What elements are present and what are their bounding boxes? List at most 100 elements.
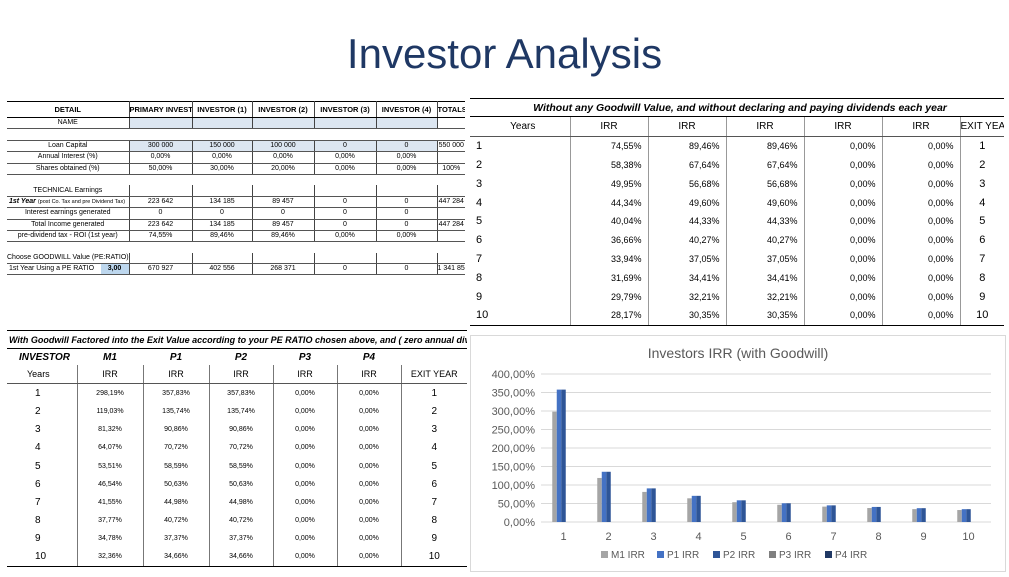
name-input-investor-1[interactable] — [191, 117, 252, 130]
table-cell: 6 — [400, 475, 468, 494]
table-cell: 7 — [959, 249, 1005, 269]
loan-capital-total: 550 000 — [436, 140, 465, 153]
table-cell: 0,00% — [881, 193, 960, 212]
table-row: 5 40,04% 44,33% 44,33% 0,00% 0,00% 5 — [470, 211, 1005, 231]
table-cell: 0,00% — [336, 529, 401, 548]
pe-ratio-label: 1st Year Using a PE RATIO — [9, 265, 95, 273]
cell-value: 0 — [313, 219, 376, 231]
table-cell: 40,72% — [208, 511, 273, 530]
y-tick-label: 50,00% — [498, 499, 536, 511]
name-row: NAME — [7, 117, 465, 130]
loan-capital-input[interactable]: 0 — [313, 140, 376, 153]
row-label: Shares obtained (%) — [7, 163, 129, 175]
section-label: TECHNICAL Earnings — [7, 185, 129, 197]
table-row: 2 58,38% 67,64% 67,64% 0,00% 0,00% 2 — [470, 155, 1005, 175]
column-header: IRR — [336, 365, 401, 385]
table-cell: 89,46% — [647, 136, 726, 156]
cell-value: 0 — [375, 196, 437, 209]
chart-title: Investors IRR (with Goodwill) — [648, 345, 829, 361]
table-cell: 40,27% — [725, 230, 804, 250]
loan-capital-input[interactable]: 100 000 — [251, 140, 314, 153]
y-tick-label: 150,00% — [492, 462, 536, 474]
table-cell: 40,27% — [647, 230, 726, 250]
name-input-primary[interactable] — [128, 117, 192, 130]
legend-swatch — [769, 551, 776, 558]
table-cell: 32,36% — [76, 547, 143, 568]
cell-value: 0,00% — [313, 230, 376, 243]
loan-capital-input[interactable]: 300 000 — [128, 140, 192, 153]
table-cell: 5 — [35, 460, 41, 472]
table-cell: 31,69% — [569, 268, 648, 288]
y-tick-label: 200,00% — [492, 443, 536, 455]
cell-value: 50,00% — [128, 163, 192, 175]
loan-capital-input[interactable]: 0 — [375, 140, 437, 153]
name-input-investor-2[interactable] — [251, 117, 314, 130]
table-cell: 0,00% — [272, 475, 337, 494]
column-header: P3 — [298, 351, 312, 363]
table-cell: 0,00% — [881, 136, 960, 156]
table-cell: 0,00% — [803, 268, 882, 288]
table-cell: 0,00% — [803, 305, 882, 326]
table-cell: 0,00% — [336, 475, 401, 494]
table-cell: 7 — [35, 496, 41, 508]
bar-p1-irr — [961, 509, 967, 522]
table-cell: 7 — [400, 493, 468, 512]
detail-header-row: DETAIL PRIMARY INVESTOR INVESTOR (1) INV… — [7, 101, 465, 118]
investor-header-row: INVESTOR M1 P1 P2 P3 P4 — [7, 349, 467, 366]
column-header: IRR — [142, 365, 209, 385]
cell-value: 0,00% — [128, 151, 192, 164]
cell-value: 0,00% — [191, 151, 252, 164]
y-tick-label: 0,00% — [504, 517, 535, 529]
cell-value: 223 642 — [128, 219, 192, 231]
table-cell: 2 — [959, 155, 1005, 175]
column-header: IRR — [803, 116, 882, 137]
table-cell: 8 — [959, 268, 1005, 288]
table-cell: 40,04% — [569, 211, 648, 231]
column-header: Years — [470, 116, 570, 137]
row-label: pre-dividend tax - ROI (1st year) — [7, 230, 129, 243]
table-cell: 1 — [959, 136, 1005, 156]
table-cell: 7 — [476, 252, 483, 265]
cell-value: 89 457 — [251, 219, 314, 231]
cell-value: 1 341 853 — [436, 263, 465, 276]
table-cell: 0,00% — [881, 155, 960, 175]
name-input-investor-3[interactable] — [313, 117, 376, 130]
bar-p1-irr — [691, 495, 697, 522]
bar-m1-irr — [732, 502, 737, 522]
table-row: 1 298,19% 357,83% 357,83% 0,00% 0,00% 1 — [7, 383, 468, 403]
x-tick-label: 8 — [875, 531, 881, 543]
table-row: 3 49,95% 56,68% 56,68% 0,00% 0,00% 3 — [470, 174, 1005, 194]
cell-value: 0,00% — [251, 151, 314, 164]
table-cell: 298,19% — [76, 383, 143, 403]
column-header: IRR — [647, 116, 726, 137]
legend-swatch — [713, 551, 720, 558]
pe-ratio-row: 1st Year Using a PE RATIO 3,00 670 927 4… — [7, 263, 465, 276]
x-tick-label: 5 — [740, 531, 746, 543]
cell-value: 447 284 — [436, 219, 465, 231]
cell-value: 0 — [375, 207, 437, 220]
table-cell: 0,00% — [272, 529, 337, 548]
table-caption: Without any Goodwill Value, and without … — [470, 98, 1005, 117]
cell-value: 670 927 — [128, 263, 192, 276]
table-cell: 0,00% — [272, 383, 337, 403]
irr-no-goodwill-table: Without any Goodwill Value, and without … — [470, 98, 1005, 326]
column-header: P2 — [234, 351, 248, 363]
bar-p1-irr — [736, 500, 742, 522]
loan-capital-input[interactable]: 150 000 — [191, 140, 252, 153]
table-cell: 135,74% — [142, 402, 209, 421]
table-cell: 0,00% — [336, 456, 401, 476]
table-row: 8 37,77% 40,72% 40,72% 0,00% 0,00% 8 — [7, 511, 468, 530]
table-row: 1 74,55% 89,46% 89,46% 0,00% 0,00% 1 — [470, 136, 1005, 156]
table-cell: 49,95% — [569, 174, 648, 194]
x-tick-label: 2 — [605, 531, 611, 543]
row-label: Annual Interest (%) — [7, 151, 129, 164]
table-cell: 5 — [476, 215, 483, 228]
table-cell: 2 — [476, 158, 483, 171]
cell-value — [436, 151, 465, 164]
row-label: Loan Capital — [7, 140, 129, 153]
name-input-investor-4[interactable] — [375, 117, 437, 130]
pe-ratio-input[interactable]: 3,00 — [100, 264, 129, 274]
shares-obtained-row: Shares obtained (%) 50,00% 30,00% 20,00%… — [7, 163, 465, 175]
table-cell: 357,83% — [208, 383, 273, 403]
table-cell: 4 — [959, 193, 1005, 212]
